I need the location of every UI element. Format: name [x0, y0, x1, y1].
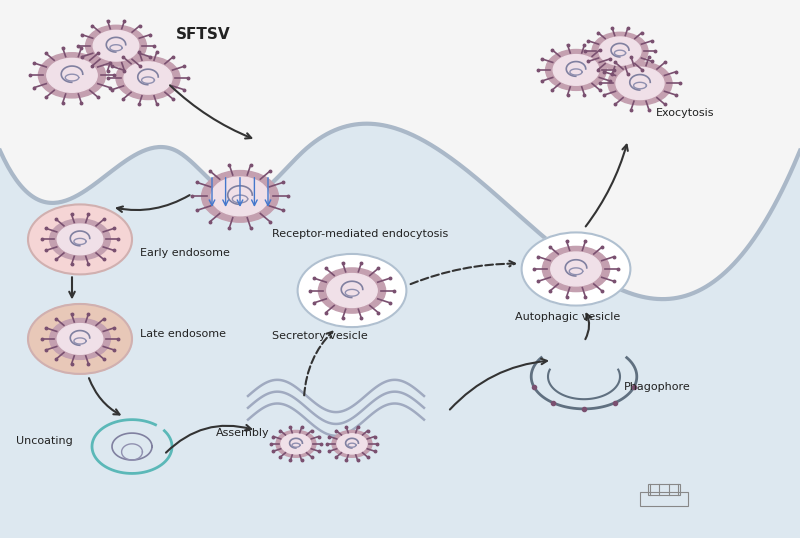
Circle shape — [550, 252, 602, 286]
Bar — [0, 0, 800, 151]
Circle shape — [58, 224, 102, 254]
Text: Receptor-mediated endocytosis: Receptor-mediated endocytosis — [272, 229, 448, 239]
Circle shape — [332, 430, 372, 457]
Text: SFTSV: SFTSV — [176, 27, 230, 43]
Text: Autophagic vesicle: Autophagic vesicle — [515, 313, 621, 322]
Text: Assembly: Assembly — [216, 428, 270, 438]
Circle shape — [298, 254, 406, 327]
Circle shape — [554, 55, 598, 86]
Circle shape — [276, 430, 316, 457]
Circle shape — [116, 56, 180, 100]
Bar — [640, 492, 688, 506]
Text: Phagophore: Phagophore — [624, 383, 690, 392]
Circle shape — [599, 37, 641, 65]
Circle shape — [337, 434, 367, 454]
Circle shape — [86, 25, 146, 66]
Text: Secretory vesicle: Secretory vesicle — [272, 331, 368, 341]
Circle shape — [327, 273, 378, 308]
Bar — [648, 484, 680, 495]
Circle shape — [46, 59, 98, 93]
Circle shape — [28, 204, 132, 274]
Circle shape — [58, 323, 102, 355]
Circle shape — [202, 171, 278, 222]
Circle shape — [50, 219, 110, 260]
Circle shape — [93, 30, 139, 61]
Circle shape — [318, 268, 386, 313]
Circle shape — [281, 434, 311, 454]
Circle shape — [592, 32, 648, 70]
Circle shape — [38, 53, 106, 98]
Circle shape — [546, 49, 606, 90]
Text: Early endosome: Early endosome — [140, 248, 230, 258]
Text: Exocytosis: Exocytosis — [656, 108, 714, 118]
Text: Uncoating: Uncoating — [16, 436, 73, 446]
Circle shape — [616, 67, 664, 100]
Circle shape — [522, 232, 630, 306]
Circle shape — [542, 246, 610, 292]
Bar — [0, 151, 800, 538]
Circle shape — [124, 62, 172, 94]
Circle shape — [608, 62, 672, 105]
Circle shape — [28, 304, 132, 374]
Text: Late endosome: Late endosome — [140, 329, 226, 338]
Circle shape — [50, 318, 110, 359]
Circle shape — [211, 177, 269, 216]
